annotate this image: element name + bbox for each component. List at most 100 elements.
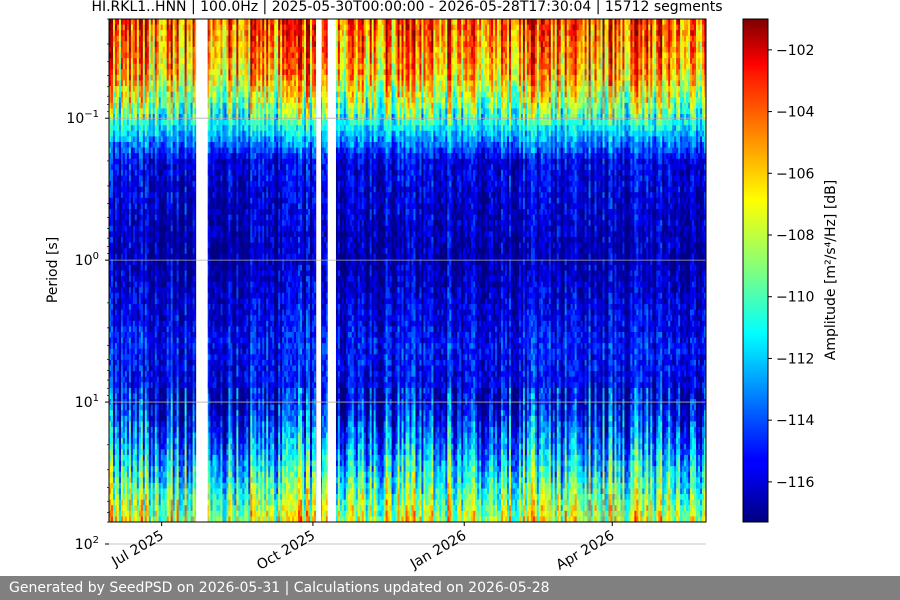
heatmap-cell xyxy=(140,410,144,417)
heatmap-cell xyxy=(124,331,128,338)
heatmap-cell xyxy=(128,292,132,299)
heatmap-cell xyxy=(128,387,132,394)
heatmap-cell xyxy=(138,393,142,400)
heatmap-cell xyxy=(146,315,150,322)
heatmap-cell xyxy=(116,270,120,277)
heatmap-cell xyxy=(114,331,118,338)
heatmap-cell xyxy=(138,58,142,65)
heatmap-cell xyxy=(118,337,122,344)
heatmap-cell xyxy=(144,253,148,260)
heatmap-cell xyxy=(130,236,134,243)
heatmap-cell xyxy=(146,97,150,104)
heatmap-cell xyxy=(140,415,144,422)
heatmap-cell xyxy=(109,259,112,266)
heatmap-cell xyxy=(130,58,134,65)
heatmap-cell xyxy=(130,30,134,37)
heatmap-cell xyxy=(140,125,144,132)
heatmap-cell xyxy=(118,130,122,137)
heatmap-cell xyxy=(114,326,118,333)
heatmap-cell xyxy=(130,287,134,294)
heatmap-cell xyxy=(128,348,132,355)
heatmap-cell xyxy=(154,130,158,137)
heatmap-cell xyxy=(114,130,118,137)
heatmap-cell xyxy=(128,141,132,148)
heatmap-cell xyxy=(122,136,126,143)
heatmap-cell xyxy=(148,304,152,311)
heatmap-cell xyxy=(150,41,154,48)
heatmap-cell xyxy=(158,19,162,25)
heatmap-cell xyxy=(138,320,142,327)
heatmap-cell xyxy=(142,125,146,132)
heatmap-cell xyxy=(156,192,160,199)
heatmap-cell xyxy=(132,136,136,143)
heatmap-cell xyxy=(130,108,134,115)
heatmap-cell xyxy=(120,477,124,484)
heatmap-cell xyxy=(109,186,112,193)
heatmap-cell xyxy=(142,376,146,383)
heatmap-cell xyxy=(109,203,112,210)
heatmap-cell xyxy=(126,466,130,473)
heatmap-cell xyxy=(114,505,118,512)
heatmap-cell xyxy=(142,494,146,501)
heatmap-cell xyxy=(120,97,124,104)
heatmap-cell xyxy=(132,58,136,65)
heatmap-cell xyxy=(128,147,132,154)
heatmap-cell xyxy=(110,376,114,383)
heatmap-cell xyxy=(124,426,128,433)
heatmap-cell xyxy=(110,510,114,517)
heatmap-cell xyxy=(134,197,138,204)
heatmap-cell xyxy=(144,516,148,522)
heatmap-cell xyxy=(142,443,146,450)
heatmap-cell xyxy=(120,220,124,227)
heatmap-column xyxy=(144,19,148,522)
heatmap-cell xyxy=(156,86,160,93)
heatmap-cell xyxy=(130,331,134,338)
heatmap-cell xyxy=(114,264,118,271)
heatmap-cell xyxy=(109,376,112,383)
heatmap-cell xyxy=(148,58,152,65)
heatmap-cell xyxy=(118,443,122,450)
heatmap-cell xyxy=(134,130,138,137)
heatmap-cell xyxy=(110,443,114,450)
heatmap-cell xyxy=(136,97,140,104)
heatmap-cell xyxy=(120,197,124,204)
heatmap-cell xyxy=(126,438,130,445)
heatmap-cell xyxy=(128,169,132,176)
heatmap-cell xyxy=(132,147,136,154)
heatmap-cell xyxy=(146,298,150,305)
heatmap-cell xyxy=(140,488,144,495)
heatmap-cell xyxy=(110,19,114,25)
heatmap-cell xyxy=(112,449,116,456)
heatmap-cell xyxy=(118,147,122,154)
heatmap-cell xyxy=(140,41,144,48)
heatmap-cell xyxy=(114,225,118,232)
heatmap-cell xyxy=(144,58,148,65)
heatmap-cell xyxy=(158,80,162,87)
heatmap-cell xyxy=(116,510,120,517)
heatmap-cell xyxy=(109,197,112,204)
heatmap-cell xyxy=(120,382,124,389)
heatmap-cell xyxy=(154,376,158,383)
heatmap-cell xyxy=(109,19,112,25)
heatmap-cell xyxy=(158,24,162,31)
heatmap-cell xyxy=(144,209,148,216)
heatmap-cell xyxy=(112,225,116,232)
heatmap-cell xyxy=(124,326,128,333)
heatmap-cell xyxy=(128,488,132,495)
heatmap-cell xyxy=(134,354,138,361)
heatmap-cell xyxy=(120,114,124,120)
heatmap-cell xyxy=(140,494,144,501)
heatmap-cell xyxy=(122,421,126,428)
heatmap-cell xyxy=(128,136,132,143)
heatmap-cell xyxy=(112,102,116,109)
heatmap-column xyxy=(126,19,130,522)
heatmap-cell xyxy=(114,421,118,428)
heatmap-cell xyxy=(144,102,148,109)
heatmap-cell xyxy=(138,287,142,294)
heatmap-cell xyxy=(146,186,150,193)
heatmap-cell xyxy=(156,130,160,137)
heatmap-cell xyxy=(152,276,156,283)
heatmap-cell xyxy=(112,488,116,495)
heatmap-cell xyxy=(152,292,156,299)
heatmap-cell xyxy=(156,326,160,333)
